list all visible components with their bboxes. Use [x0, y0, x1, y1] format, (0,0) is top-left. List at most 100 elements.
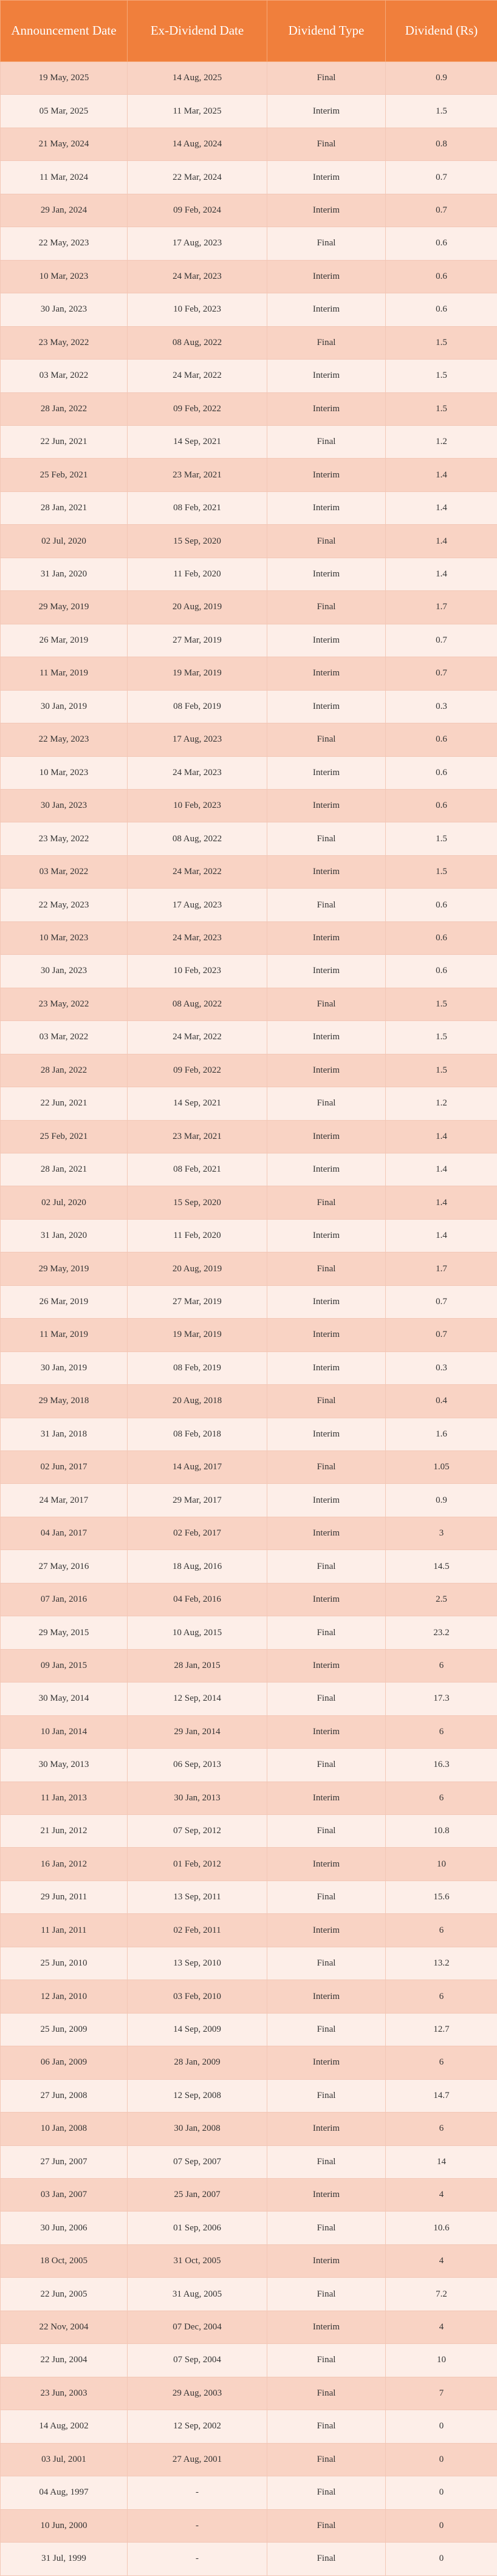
table-row: 23 Jun, 2003 29 Aug, 2003 Final 7 — [0, 2376, 497, 2411]
table-row: 29 May, 2015 10 Aug, 2015 Final 23.2 — [0, 1616, 497, 1650]
table-cell: 4 — [385, 2244, 497, 2278]
table-row: 24 Mar, 2017 29 Mar, 2017 Interim 0.9 — [0, 1483, 497, 1517]
table-row: 27 Jun, 2007 07 Sep, 2007 Final 14 — [0, 2145, 497, 2179]
table-cell: Interim — [267, 2244, 386, 2278]
table-cell: 10 Mar, 2023 — [0, 756, 128, 790]
table-cell: 1.05 — [385, 1450, 497, 1484]
table-row: 25 Feb, 2021 23 Mar, 2021 Interim 1.4 — [0, 458, 497, 492]
table-cell: 14 Aug, 2002 — [0, 2410, 128, 2444]
table-row: 12 Jan, 2010 03 Feb, 2010 Interim 6 — [0, 1980, 497, 2014]
table-cell: 17.3 — [385, 1682, 497, 1716]
table-cell: 1.5 — [385, 326, 497, 360]
table-cell: 08 Feb, 2019 — [127, 689, 267, 724]
table-cell: Interim — [267, 1152, 386, 1187]
table-cell: Interim — [267, 689, 386, 724]
table-row: 29 Jan, 2024 09 Feb, 2024 Interim 0.7 — [0, 193, 497, 228]
table-cell: 14.7 — [385, 2079, 497, 2113]
table-row: 23 May, 2022 08 Aug, 2022 Final 1.5 — [0, 822, 497, 856]
table-cell: 0.6 — [385, 921, 497, 955]
table-cell: 1.4 — [385, 491, 497, 525]
table-cell: Final — [267, 425, 386, 459]
table-cell: 25 Jun, 2010 — [0, 1946, 128, 1981]
table-cell: 22 May, 2023 — [0, 723, 128, 757]
table-cell: 23 May, 2022 — [0, 987, 128, 1022]
table-cell: 07 Sep, 2012 — [127, 1814, 267, 1848]
table-row: 05 Mar, 2025 11 Mar, 2025 Interim 1.5 — [0, 94, 497, 128]
table-row: 10 Mar, 2023 24 Mar, 2023 Interim 0.6 — [0, 259, 497, 294]
table-row: 22 Nov, 2004 07 Dec, 2004 Interim 4 — [0, 2310, 497, 2345]
table-cell: 25 Jan, 2007 — [127, 2178, 267, 2212]
table-cell: 30 Jan, 2019 — [0, 1351, 128, 1385]
table-cell: Final — [267, 1814, 386, 1848]
table-cell: 14 Aug, 2025 — [127, 61, 267, 95]
table-cell: 23 May, 2022 — [0, 326, 128, 360]
table-cell: Interim — [267, 788, 386, 823]
table-cell: 1.5 — [385, 822, 497, 856]
table-cell: 06 Sep, 2013 — [127, 1748, 267, 1782]
table-row: 23 May, 2022 08 Aug, 2022 Final 1.5 — [0, 987, 497, 1022]
table-cell: Final — [267, 2376, 386, 2411]
table-cell: 13 Sep, 2011 — [127, 1880, 267, 1915]
table-cell: 1.5 — [385, 987, 497, 1022]
table-cell: 10 Feb, 2023 — [127, 293, 267, 327]
table-cell: 19 May, 2025 — [0, 61, 128, 95]
table-row: 11 Mar, 2024 22 Mar, 2024 Interim 0.7 — [0, 160, 497, 194]
table-row: 11 Jan, 2013 30 Jan, 2013 Interim 6 — [0, 1781, 497, 1816]
table-cell: 1.5 — [385, 359, 497, 393]
table-cell: 11 Mar, 2019 — [0, 657, 128, 691]
table-cell: 27 Jun, 2007 — [0, 2145, 128, 2179]
table-cell: Final — [267, 2277, 386, 2311]
table-cell: 11 Mar, 2019 — [0, 1318, 128, 1352]
table-row: 22 Jun, 2005 31 Aug, 2005 Final 7.2 — [0, 2277, 497, 2311]
table-cell: Final — [267, 2442, 386, 2477]
table-cell: 0.6 — [385, 293, 497, 327]
table-cell: 05 Mar, 2025 — [0, 94, 128, 128]
table-cell: 08 Aug, 2022 — [127, 822, 267, 856]
table-cell: 23 Mar, 2021 — [127, 1119, 267, 1153]
table-cell: Final — [267, 1186, 386, 1220]
table-cell: 13 Sep, 2010 — [127, 1946, 267, 1981]
table-row: 22 Jun, 2021 14 Sep, 2021 Final 1.2 — [0, 425, 497, 459]
table-cell: Final — [267, 1450, 386, 1484]
table-cell: Final — [267, 590, 386, 624]
table-row: 03 Mar, 2022 24 Mar, 2022 Interim 1.5 — [0, 1020, 497, 1054]
table-cell: 22 Jun, 2021 — [0, 425, 128, 459]
table-row: 22 May, 2023 17 Aug, 2023 Final 0.6 — [0, 227, 497, 261]
table-cell: 17 Aug, 2023 — [127, 227, 267, 261]
table-cell: 11 Jan, 2011 — [0, 1913, 128, 1947]
table-cell: 22 Nov, 2004 — [0, 2310, 128, 2345]
table-cell: 1.5 — [385, 392, 497, 426]
table-cell: Interim — [267, 921, 386, 955]
table-cell: Interim — [267, 491, 386, 525]
header-cell: Announcement Date — [0, 0, 128, 62]
table-cell: 10.8 — [385, 1814, 497, 1848]
table-row: 31 Jan, 2020 11 Feb, 2020 Interim 1.4 — [0, 1218, 497, 1253]
table-cell: 10 Jan, 2014 — [0, 1715, 128, 1749]
table-cell: 27 Aug, 2001 — [127, 2442, 267, 2477]
table-cell: 4 — [385, 2310, 497, 2345]
table-cell: Interim — [267, 392, 386, 426]
table-row: 22 May, 2023 17 Aug, 2023 Final 0.6 — [0, 723, 497, 757]
table-cell: 1.5 — [385, 1053, 497, 1088]
table-cell: 0.7 — [385, 657, 497, 691]
table-cell: 01 Sep, 2006 — [127, 2211, 267, 2245]
table-cell: 03 Feb, 2010 — [127, 1980, 267, 2014]
table-cell: Interim — [267, 1715, 386, 1749]
table-cell: Final — [267, 227, 386, 261]
table-row: 10 Jan, 2014 29 Jan, 2014 Interim 6 — [0, 1715, 497, 1749]
table-cell: Interim — [267, 94, 386, 128]
table-row: 29 May, 2018 20 Aug, 2018 Final 0.4 — [0, 1384, 497, 1418]
table-cell: 23 Jun, 2003 — [0, 2376, 128, 2411]
table-cell: 16 Jan, 2012 — [0, 1847, 128, 1881]
table-cell: 28 Jan, 2022 — [0, 1053, 128, 1088]
table-cell: 7 — [385, 2376, 497, 2411]
table-cell: 30 Jan, 2023 — [0, 954, 128, 988]
table-cell: 24 Mar, 2023 — [127, 259, 267, 294]
table-cell: Final — [267, 888, 386, 922]
table-cell: 1.4 — [385, 1186, 497, 1220]
table-cell: 14 Sep, 2021 — [127, 425, 267, 459]
table-row: 04 Aug, 1997- Final 0 — [0, 2476, 497, 2510]
table-cell: 0.7 — [385, 623, 497, 658]
table-cell: Interim — [267, 1020, 386, 1054]
